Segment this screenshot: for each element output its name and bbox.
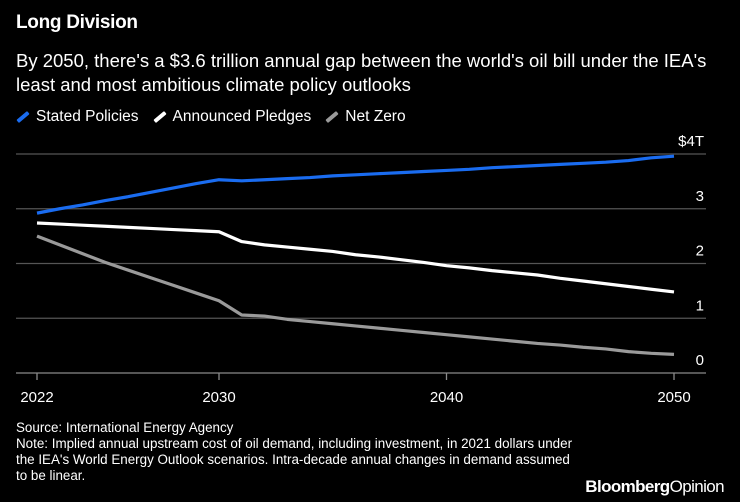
y-tick-label: 0 [696,352,704,369]
y-tick-label: $4T [678,133,704,150]
legend-label: Announced Pledges [172,108,312,125]
chart-plot: 0 1 2 3 $4T 2022 2030 2040 2050 [16,133,706,406]
legend: Stated Policies Announced Pledges Net Ze… [16,108,406,126]
chart-subtitle: By 2050, there's a $3.6 trillion annual … [16,50,707,95]
chart-title: Long Division [16,12,138,33]
legend-label: Stated Policies [36,108,139,125]
x-tick-label: 2022 [20,389,53,406]
x-tick-label: 2040 [430,389,463,406]
source-text: Source: International Energy Agency [16,420,234,435]
footer: Source: International Energy Agency Note… [16,420,576,484]
y-tick-label: 1 [696,297,704,314]
legend-item-net-zero: Net Zero [325,108,406,126]
series-line-net-zero [36,234,675,356]
note-text: Note: Implied annual upstream cost of oi… [16,436,573,483]
legend-item-stated-policies: Stated Policies [16,108,139,126]
series-line-announced-pledges [36,221,675,294]
bloomberg-opinion-logo: BloombergOpinion [585,477,724,497]
logo-text: Opinion [669,477,725,496]
x-tick-label: 2050 [657,389,690,406]
x-tick-label: 2030 [202,389,235,406]
y-tick-label: 2 [696,243,704,260]
y-tick-label: 3 [696,188,704,205]
legend-label: Net Zero [345,108,406,125]
series-line-stated-policies [36,154,675,215]
logo-text: Bloomberg [585,477,670,496]
legend-item-announced-pledges: Announced Pledges [152,108,312,126]
